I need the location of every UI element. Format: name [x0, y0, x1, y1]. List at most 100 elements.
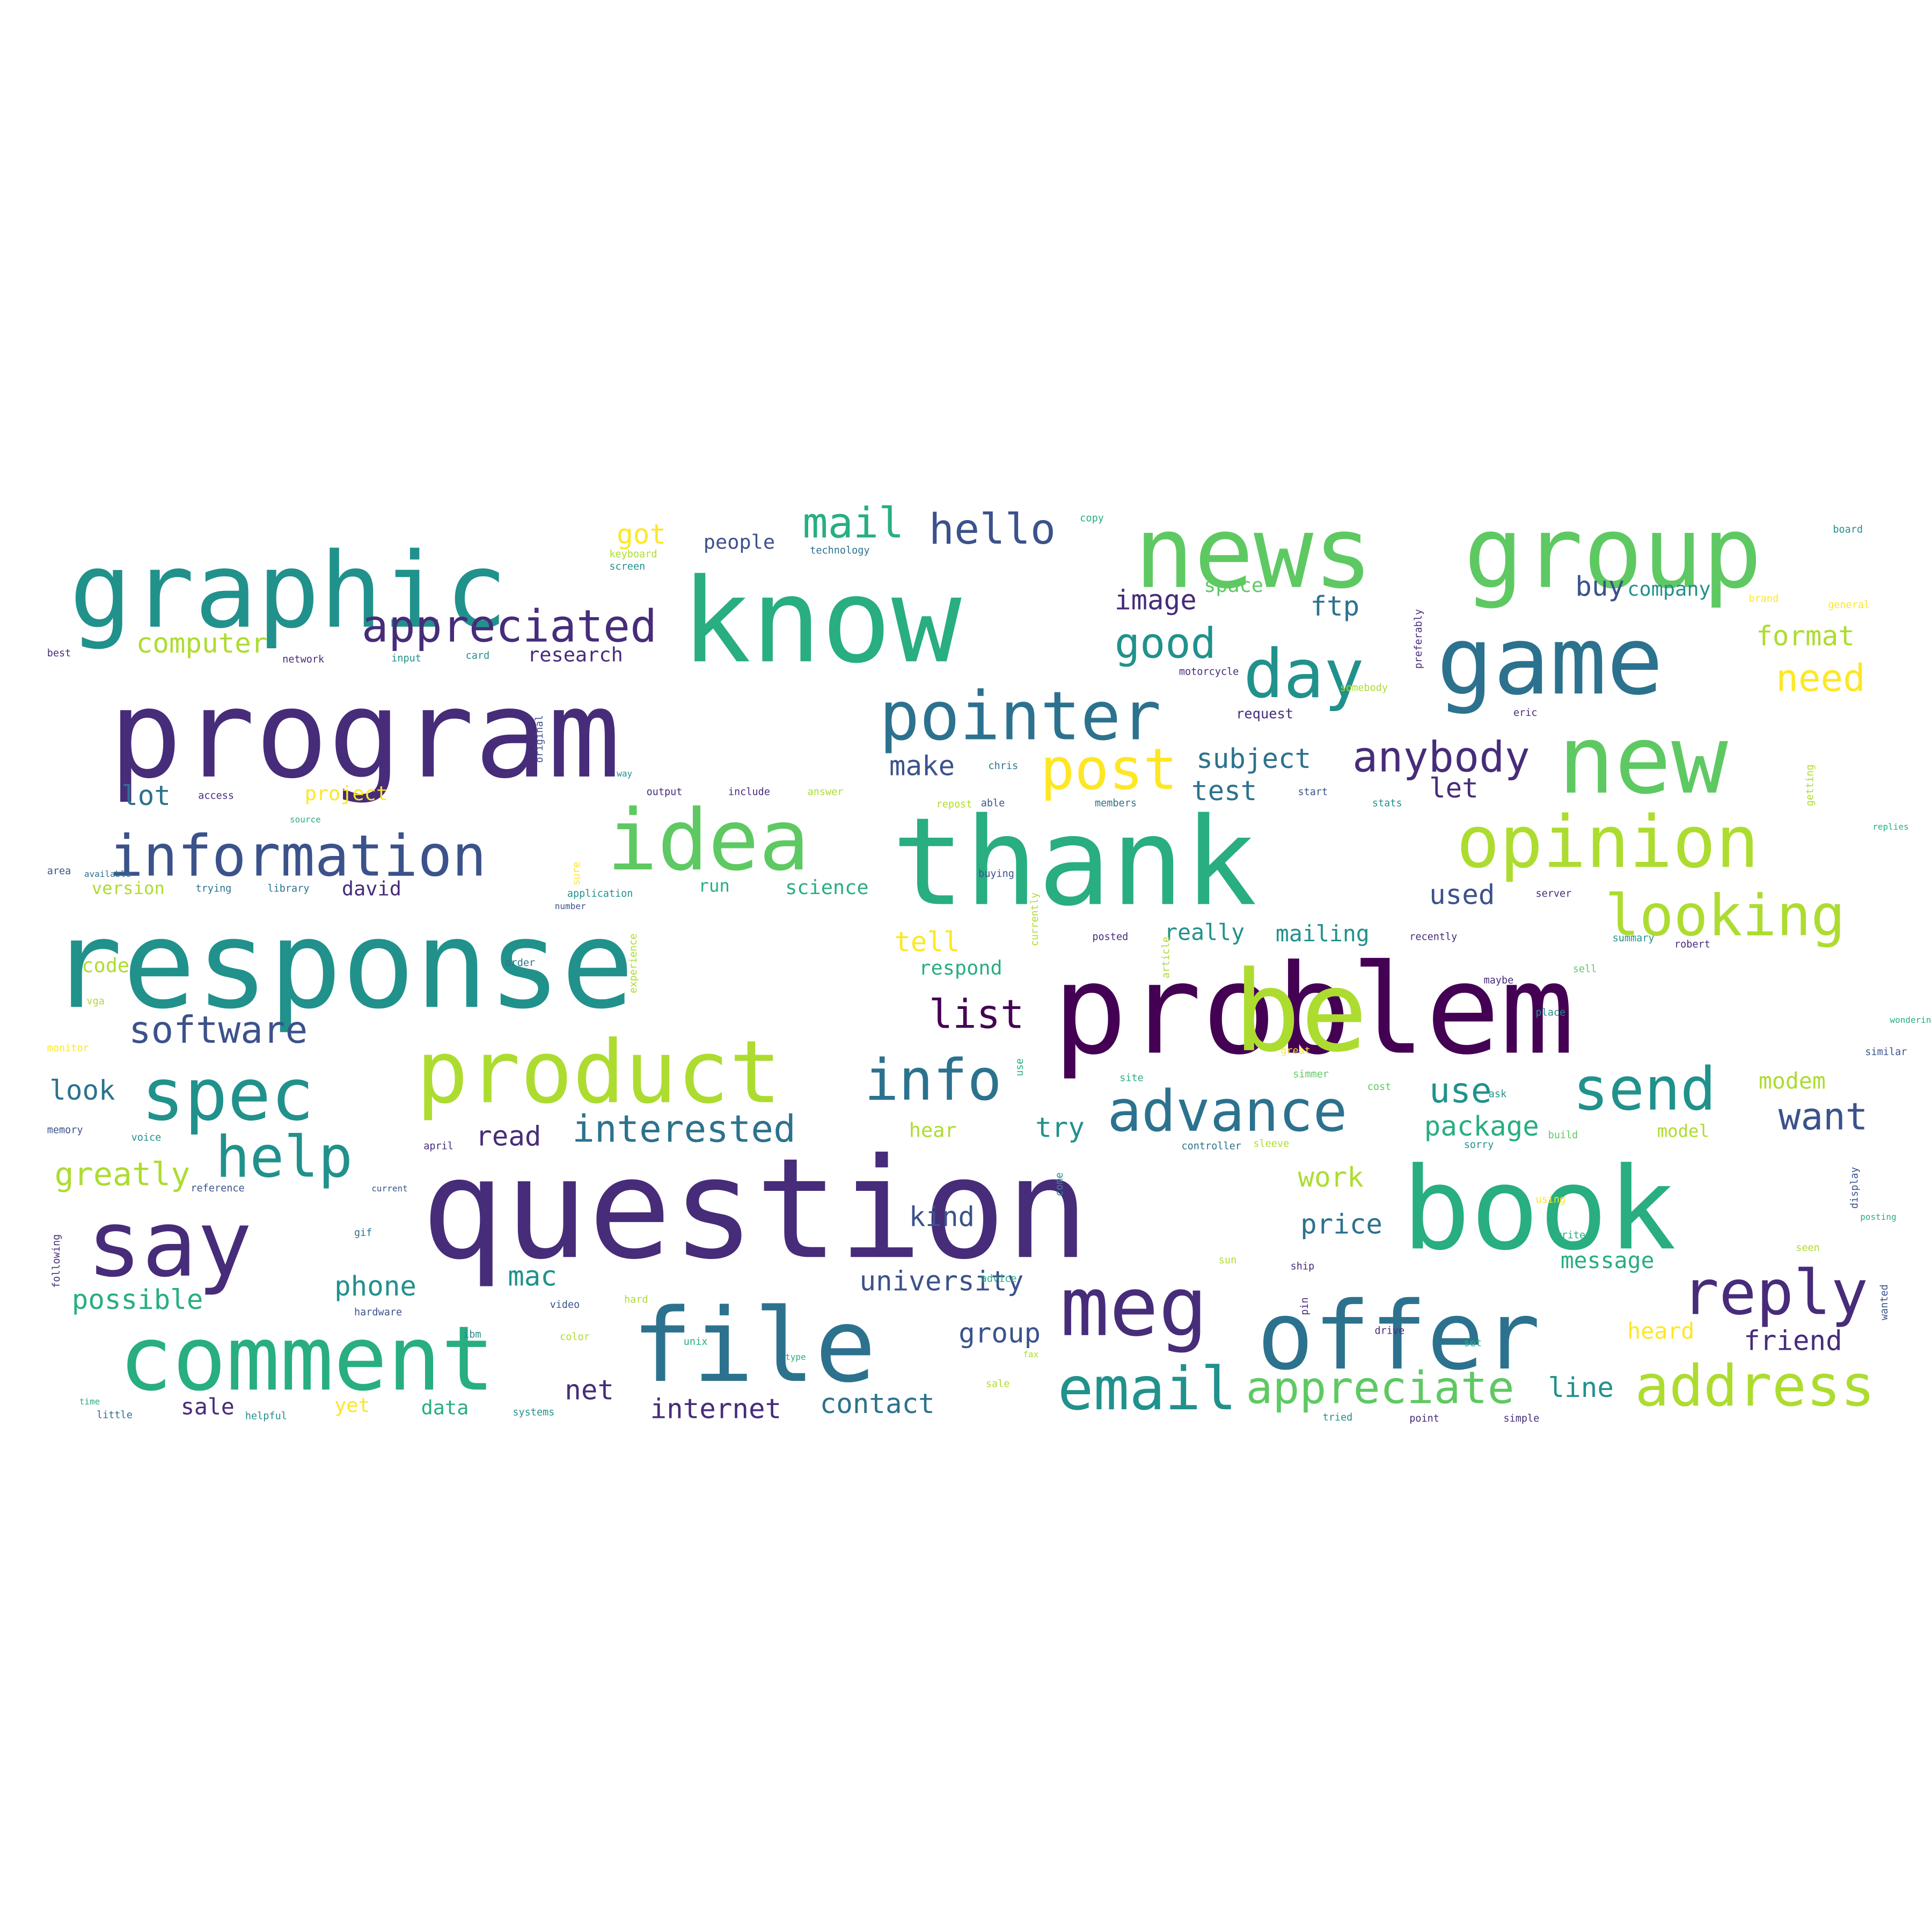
word-ask: ask [1489, 1089, 1506, 1100]
word-meg: meg [1060, 1260, 1208, 1355]
word-sale: sale [986, 1379, 1010, 1390]
word-robert: robert [1674, 939, 1710, 950]
word-heard: heard [1627, 1318, 1694, 1344]
word-seen: seen [1796, 1242, 1820, 1254]
word-controller: controller [1182, 1141, 1241, 1152]
word-opinion: opinion [1457, 800, 1759, 884]
word-gif: gif [354, 1227, 372, 1239]
word-greatly: greatly [55, 1156, 191, 1194]
word-area: area [47, 866, 71, 877]
word-set: set [1464, 1338, 1482, 1349]
word-reply: reply [1682, 1257, 1868, 1329]
word-memory: memory [47, 1125, 83, 1136]
word-monitor: monitor [47, 1043, 89, 1054]
word-eric: eric [1513, 707, 1538, 719]
word-way: way [617, 769, 632, 779]
word-source: source [290, 814, 321, 824]
word-got: got [617, 518, 666, 550]
word-able: able [981, 797, 1005, 809]
word-general: general [1828, 599, 1870, 611]
word-space: space [1204, 574, 1263, 597]
word-message: message [1561, 1247, 1655, 1274]
word-send: send [1573, 1055, 1716, 1124]
word-start: start [1298, 787, 1328, 798]
word-model: model [1657, 1121, 1709, 1141]
word-drive: drive [1375, 1325, 1405, 1336]
word-line: line [1548, 1372, 1614, 1403]
word-april: april [423, 1141, 453, 1152]
word-available: available [84, 869, 131, 879]
word-current: current [371, 1183, 407, 1194]
word-response: response [49, 895, 634, 1036]
word-use: use [1014, 1058, 1026, 1076]
word-david: david [342, 877, 401, 901]
word-replies: replies [1872, 822, 1908, 832]
word-currently: currently [1029, 892, 1041, 946]
word-group: group [1464, 495, 1762, 611]
word-net: net [565, 1374, 614, 1406]
word-trying: trying [196, 883, 232, 895]
word-image: image [1115, 584, 1197, 616]
word-simple: simple [1504, 1413, 1540, 1424]
word-let: let [1429, 772, 1479, 804]
word-ship: ship [1291, 1261, 1315, 1272]
word-version: version [92, 878, 165, 898]
word-article: article [1161, 936, 1172, 978]
word-question: question [421, 1128, 1089, 1290]
word-following: following [51, 1234, 62, 1288]
word-product: product [416, 1022, 781, 1123]
word-hardware: hardware [354, 1307, 402, 1318]
word-book: book [1402, 1143, 1676, 1276]
word-chris: chris [989, 760, 1019, 772]
word-sale: sale [181, 1393, 235, 1419]
word-display: display [1849, 1167, 1861, 1209]
word-try: try [1035, 1112, 1085, 1144]
word-respond: respond [919, 956, 1002, 979]
word-voice: voice [131, 1132, 162, 1143]
word-build: build [1548, 1130, 1578, 1141]
word-look: look [49, 1074, 115, 1106]
word-motorcycle: motorcycle [1179, 667, 1239, 678]
word-helpful: helpful [245, 1411, 287, 1422]
word-data: data [421, 1396, 469, 1419]
word-software: software [129, 1009, 308, 1052]
word-cost: cost [1367, 1081, 1392, 1093]
word-work: work [1298, 1161, 1364, 1193]
word-file: file [632, 1286, 876, 1405]
word-problem: problem [1053, 939, 1575, 1082]
word-similar: similar [1865, 1046, 1907, 1058]
word-network: network [282, 654, 324, 665]
word-advice: advice [981, 1274, 1017, 1285]
word-type: type [785, 1352, 806, 1362]
word-day: day [1243, 635, 1364, 713]
word-test: test [1191, 775, 1257, 807]
word-good: good [1115, 618, 1216, 668]
word-comment: comment [119, 1307, 495, 1411]
word-video: video [550, 1299, 580, 1311]
word-unix: unix [684, 1336, 708, 1348]
word-input: input [391, 653, 421, 664]
word-reference: reference [191, 1183, 244, 1194]
word-idea: idea [607, 792, 810, 890]
word-brand: brand [1749, 594, 1779, 605]
word-possible: possible [72, 1284, 203, 1315]
word-advance: advance [1107, 1078, 1348, 1145]
word-somebody: somebody [1340, 683, 1388, 694]
word-site: site [1119, 1073, 1144, 1084]
word-game: game [1437, 606, 1663, 716]
word-graphic: graphic [69, 530, 508, 652]
word-pointer: pointer [880, 678, 1161, 756]
word-time: time [79, 1396, 100, 1407]
word-people: people [704, 530, 775, 553]
word-screen: screen [609, 561, 645, 573]
word-members: members [1095, 797, 1137, 809]
word-format: format [1756, 620, 1855, 652]
word-sorry: sorry [1464, 1139, 1494, 1151]
word-news: news [1135, 495, 1373, 611]
word-interested: interested [572, 1108, 796, 1151]
word-say: say [87, 1191, 253, 1298]
word-tried: tried [1323, 1412, 1353, 1423]
word-modem: modem [1759, 1068, 1826, 1094]
word-computer: computer [136, 627, 268, 659]
word-output: output [647, 787, 683, 798]
